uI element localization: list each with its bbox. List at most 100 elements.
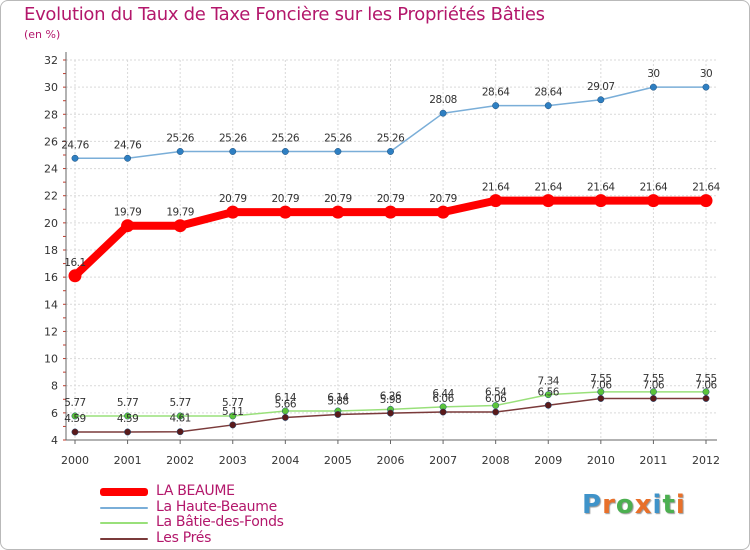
data-point-les-pres [649,395,657,402]
y-tick-label: 24 [44,163,58,176]
data-point-la-beaume [121,219,135,233]
data-label-la-beaume: 20.79 [377,193,405,205]
data-label-la-beaume: 19.79 [114,207,142,219]
data-point-la-batie-des-fonds [71,412,79,420]
x-tick-label: 2006 [377,454,405,467]
legend-label-la-haute-beaume: La Haute-Beaume [156,498,277,515]
data-label-la-beaume: 20.79 [272,193,300,205]
data-label-les-pres: 4.61 [169,413,190,425]
data-label-la-haute-beaume: 28.08 [429,94,457,106]
x-tick-label: 2010 [587,454,615,467]
x-tick-label: 2009 [534,454,562,467]
data-label-la-beaume: 20.79 [219,193,247,205]
data-label-la-batie-des-fonds: 5.77 [222,397,243,409]
data-point-les-pres [702,395,710,402]
data-label-la-haute-beaume: 28.64 [534,87,562,99]
data-label-la-haute-beaume: 30 [647,68,659,80]
data-point-la-haute-beaume [439,109,447,117]
data-label-la-batie-des-fonds: 6.26 [380,390,402,402]
proxiti-logo: Proxiti [582,490,686,520]
legend-swatch-la-haute-beaume [100,506,148,509]
y-tick-label: 4 [51,434,58,447]
y-tick-label: 28 [44,108,58,121]
data-point-la-beaume [68,269,82,283]
data-label-la-batie-des-fonds: 7.55 [643,373,664,385]
data-point-la-haute-beaume [71,154,79,162]
data-label-la-batie-des-fonds: 6.14 [327,392,349,404]
data-label-la-beaume: 20.79 [324,193,352,205]
data-point-la-beaume [541,194,555,208]
data-label-les-pres: 5.11 [222,406,243,418]
data-point-les-pres [334,411,342,418]
data-point-les-pres [439,408,447,416]
data-point-les-pres [124,428,132,436]
y-tick-label: 22 [44,190,58,203]
y-tick-label: 8 [51,380,58,393]
data-label-la-haute-beaume: 25.26 [272,132,300,144]
data-label-la-beaume: 19.79 [166,207,194,219]
data-point-la-haute-beaume [334,148,342,155]
data-point-la-beaume [646,194,660,208]
x-tick-label: 2008 [482,454,510,467]
data-label-la-batie-des-fonds: 5.77 [64,397,85,409]
data-label-les-pres: 7.06 [643,379,665,391]
data-label-la-batie-des-fonds: 6.44 [432,388,454,400]
data-point-la-batie-des-fonds [229,412,237,420]
data-label-les-pres: 7.06 [590,379,612,391]
data-point-la-beaume [594,194,608,208]
data-label-la-batie-des-fonds: 6.14 [275,392,297,404]
data-point-la-batie-des-fonds [176,412,184,420]
data-point-la-beaume [278,205,292,219]
y-tick-label: 18 [44,244,58,257]
x-tick-label: 2005 [324,454,352,467]
data-label-les-pres: 6.56 [538,386,560,398]
data-label-la-haute-beaume: 30 [700,68,712,80]
data-label-la-haute-beaume: 25.26 [219,132,247,144]
y-tick-label: 6 [51,407,58,420]
data-point-les-pres [387,409,394,417]
y-tick-label: 26 [44,135,58,148]
x-tick-label: 2000 [61,454,89,467]
data-point-la-beaume [226,205,240,219]
data-point-la-haute-beaume [387,148,394,155]
data-point-la-batie-des-fonds [649,388,657,396]
data-point-la-beaume [699,194,713,208]
legend-swatch-la-beaume [100,488,148,496]
data-label-les-pres: 4.59 [64,413,85,425]
data-point-la-beaume [384,205,397,219]
x-tick-label: 2003 [219,454,247,467]
data-point-les-pres [544,401,552,409]
data-point-la-haute-beaume [229,148,237,155]
data-point-la-batie-des-fonds [124,412,132,420]
y-tick-label: 32 [44,54,58,67]
data-label-la-batie-des-fonds: 5.77 [117,397,138,409]
data-label-les-pres: 5.66 [275,398,297,410]
data-point-les-pres [229,421,237,429]
data-point-la-haute-beaume [176,148,184,155]
data-point-la-batie-des-fonds [597,388,605,396]
y-tick-label: 30 [44,81,58,94]
data-label-la-beaume: 21.64 [482,182,510,194]
data-point-les-pres [281,414,289,421]
x-tick-label: 2011 [639,454,667,467]
data-point-la-haute-beaume [124,154,132,162]
line-chart: 4 6 8 10 12 14 16 18 20 22 24 26 28 30 32 2000 2001 2002 2… [44,52,721,467]
data-label-la-batie-des-fonds: 7.34 [538,376,560,388]
legend-label-la-batie-des-fonds: La Bâtie-des-Fonds [156,514,284,530]
data-label-les-pres: 6.06 [432,393,454,405]
data-label-la-haute-beaume: 25.26 [166,132,194,144]
data-label-la-batie-des-fonds: 6.54 [485,387,507,399]
data-point-la-haute-beaume [649,83,657,91]
data-label-la-beaume: 16.1 [64,257,85,269]
data-point-la-batie-des-fonds [702,388,710,396]
x-tick-label: 2002 [166,454,194,467]
data-label-la-beaume: 21.64 [587,182,615,194]
data-label-la-haute-beaume: 29.07 [587,81,615,93]
x-tick-label: 2001 [114,454,142,467]
data-label-la-haute-beaume: 24.76 [61,139,89,151]
data-point-les-pres [492,408,500,416]
data-point-la-haute-beaume [281,148,289,155]
x-tick-label: 2012 [692,454,720,467]
y-tick-label: 12 [44,325,58,338]
data-label-la-haute-beaume: 24.76 [114,139,142,151]
